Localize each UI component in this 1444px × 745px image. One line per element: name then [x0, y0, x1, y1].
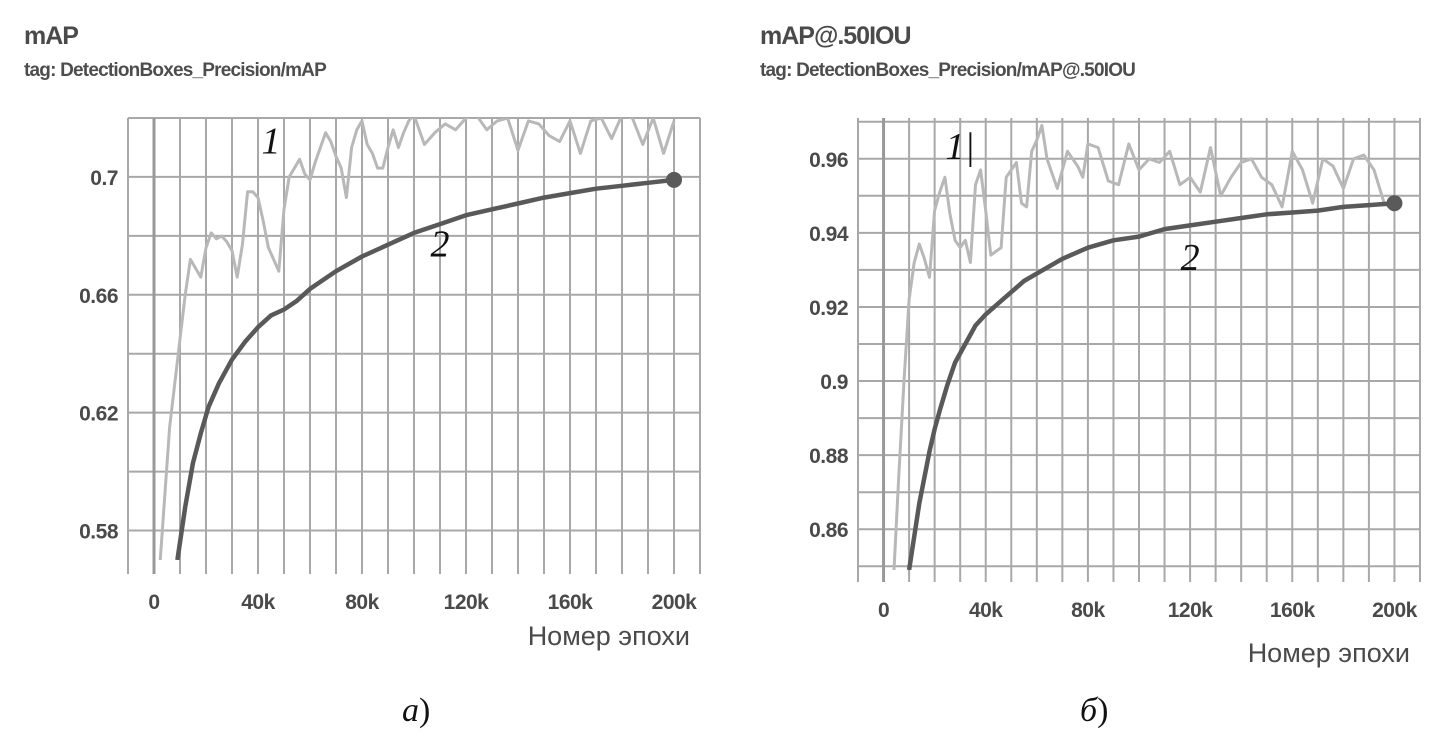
x-tick-label: 120k [1168, 599, 1214, 622]
y-tick-label: 0.88 [809, 445, 849, 468]
series-line-1 [892, 123, 1396, 570]
y-tick-label: 0.86 [809, 519, 848, 542]
y-tick-label: 0.62 [79, 403, 118, 426]
caption-paren: ) [419, 692, 431, 729]
y-tick-label: 0.58 [79, 521, 119, 544]
caption-paren: ) [1097, 692, 1109, 729]
x-tick-label: 80k [345, 591, 379, 614]
y-tick-label: 0.9 [820, 371, 848, 394]
figure-caption-b: б) [1080, 692, 1108, 730]
y-tick-label: 0.92 [809, 297, 848, 320]
x-tick-label: 200k [1372, 599, 1418, 622]
chart-title: mAP@.50IOU [760, 22, 912, 50]
line-chart-b: 0.86 0.88 0.9 0.92 0.94 0.96 0 40k 80k 120k 160k 20… [809, 118, 1421, 668]
x-tick-label: 0 [878, 599, 889, 622]
caption-letter: б [1080, 692, 1098, 729]
x-tick-label: 120k [444, 591, 490, 614]
chart-panel-a: mAP tag: DetectionBoxes_Precision/mAP 0.… [24, 22, 701, 730]
series-line-2 [906, 200, 1395, 570]
caption-letter: а [402, 692, 419, 729]
x-tick-label: 80k [1071, 599, 1105, 622]
curve-label-2: 2 [431, 223, 450, 265]
chart-title: mAP [24, 22, 79, 50]
y-tick-label: 0.66 [79, 285, 118, 308]
y-tick-label: 0.94 [809, 223, 849, 246]
y-tick-label: 0.96 [809, 149, 848, 172]
x-tick-label: 40k [241, 591, 275, 614]
chart-subtitle: tag: DetectionBoxes_Precision/mAP [24, 60, 327, 81]
curve-label-1: 1| [945, 126, 974, 168]
x-tick-label: 40k [969, 599, 1003, 622]
chart-subtitle: tag: DetectionBoxes_Precision/mAP@.50IOU [760, 60, 1136, 81]
series-end-marker [666, 171, 682, 188]
chart-panel-b: mAP@.50IOU tag: DetectionBoxes_Precision… [722, 0, 1444, 745]
x-axis-label: Номер эпохи [528, 621, 690, 651]
x-tick-label: 200k [652, 591, 698, 614]
series-line-2 [175, 177, 675, 560]
x-tick-label: 160k [548, 591, 594, 614]
x-tick-label: 160k [1270, 599, 1316, 622]
x-tick-label: 0 [148, 591, 159, 614]
series-line-1 [158, 118, 676, 560]
figure-caption-a: а) [402, 692, 430, 730]
y-tick-label: 0.7 [90, 167, 118, 190]
x-axis-label: Номер эпохи [1248, 638, 1410, 668]
line-chart-a: 0.58 0.62 0.66 0.7 0 40k 80k 120k 160k 200k Номер … [79, 117, 701, 651]
series-end-marker [1386, 195, 1403, 212]
curve-label-2: 2 [1181, 237, 1200, 279]
curve-label-1: 1 [262, 120, 281, 162]
